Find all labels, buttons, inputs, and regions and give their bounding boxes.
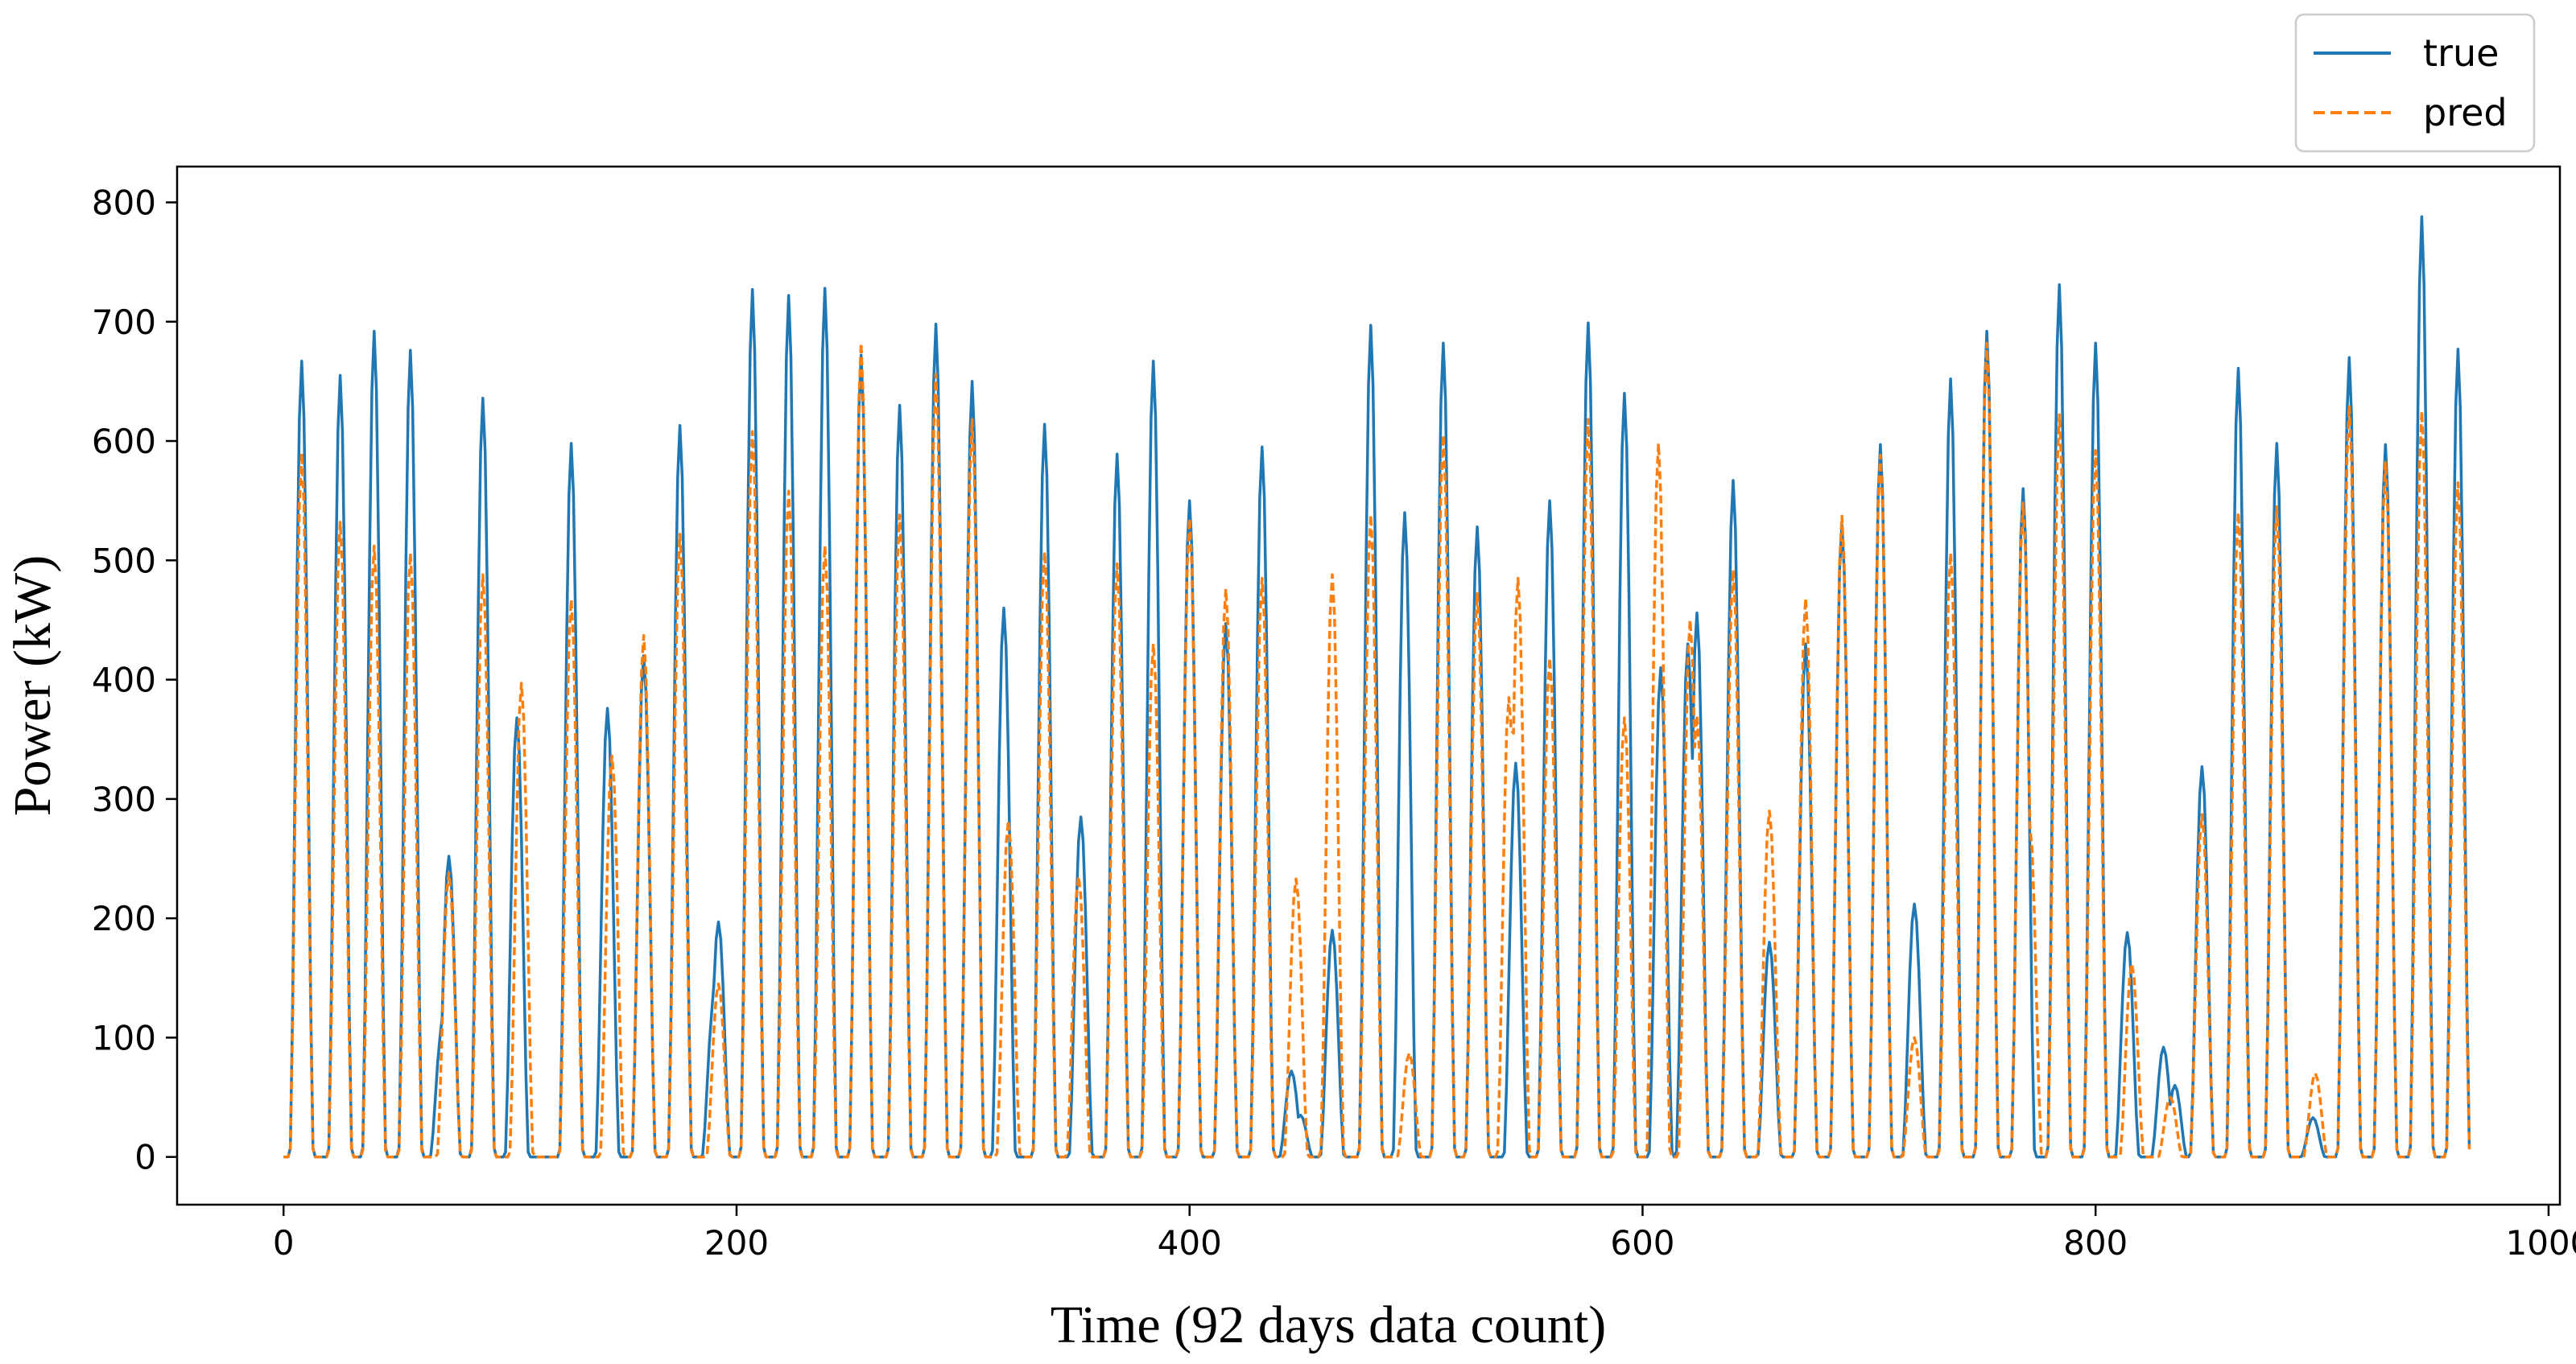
y-tick-label: 0 [134, 1138, 156, 1177]
legend-frame [2294, 13, 2536, 153]
legend-label-true: true [2423, 31, 2499, 75]
y-tick-label: 100 [92, 1018, 156, 1057]
legend: true pred [2294, 13, 2536, 153]
x-tick-label: 0 [273, 1223, 295, 1263]
y-tick-label: 800 [92, 183, 156, 222]
x-tick-label: 400 [1158, 1223, 1222, 1263]
x-axis-title: Time (92 days data count) [1051, 1296, 1606, 1354]
x-tick-label: 800 [2063, 1223, 2128, 1263]
y-tick-label: 600 [92, 422, 156, 461]
plot-area [177, 167, 2560, 1205]
y-tick-label: 500 [92, 541, 156, 580]
plot-frame [175, 165, 2562, 1206]
series-line-pred [283, 341, 2471, 1159]
legend-label-pred: pred [2423, 91, 2508, 134]
series-layer [283, 215, 2471, 1159]
y-axis-title: Power (kW) [3, 555, 62, 816]
y-tick-label: 700 [92, 303, 156, 342]
y-tick-label: 400 [92, 661, 156, 700]
y-tick-label: 200 [92, 899, 156, 938]
y-axis: 0 100 200 300 400 500 600 700 800 [92, 183, 177, 1177]
x-tick-label: 600 [1610, 1223, 1674, 1263]
y-tick-label: 300 [92, 780, 156, 819]
x-tick-label: 200 [704, 1223, 769, 1263]
